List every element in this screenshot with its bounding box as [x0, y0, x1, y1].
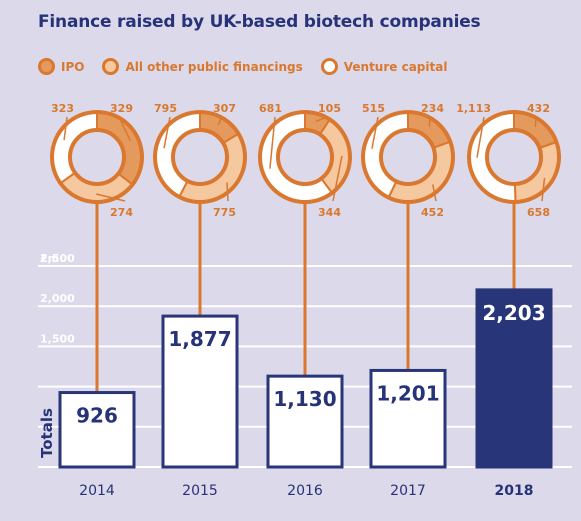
- leader-line: [315, 116, 328, 123]
- donut-value-label-ipo: 432: [527, 102, 550, 115]
- donut-value-label-venture: 795: [154, 102, 177, 115]
- donut-hole: [379, 128, 437, 186]
- donut-value-label-other-public: 274: [110, 206, 133, 219]
- y-tick-label: 1,500: [40, 332, 75, 345]
- leader-line: [63, 116, 68, 141]
- donut-value-label-ipo: 307: [213, 102, 236, 115]
- donut-hole: [68, 128, 126, 186]
- legend-item-venture: Venture capital: [320, 58, 448, 75]
- legend-label-ipo: IPO: [61, 59, 85, 74]
- bar-value-label: 2,203: [482, 301, 545, 325]
- leader-line: [226, 182, 229, 202]
- y-tick-label: 2,000: [40, 292, 75, 305]
- chart-title: Finance raised by UK-based biotech compa…: [38, 12, 481, 32]
- leader-line: [96, 193, 126, 202]
- donut-value-label-ipo: 105: [318, 102, 341, 115]
- y-axis-title: Totals: [38, 408, 56, 458]
- ipo-swatch-icon: [38, 58, 55, 75]
- venture-swatch-icon: [320, 58, 338, 75]
- y-tick-label: 2,500: [40, 252, 75, 265]
- donut-hole: [485, 128, 543, 186]
- x-tick-label: 2016: [287, 483, 323, 499]
- leader-line: [428, 116, 431, 127]
- bar: [475, 288, 553, 469]
- axis: 1,500 2,000 2,500£m Totals 2014 2015 2016 2017 2…: [38, 252, 533, 499]
- donut-outer-ring: [467, 110, 561, 204]
- donut-outer-ring: [361, 110, 455, 204]
- donut-value-label-ipo: 329: [110, 102, 133, 115]
- leader-line: [269, 116, 276, 169]
- bar-value-label: 926: [76, 404, 118, 428]
- bar-value-label: 1,130: [273, 387, 336, 411]
- leader-line: [118, 116, 131, 142]
- donut-value-label-venture: 323: [51, 102, 74, 115]
- leader-line: [163, 116, 171, 149]
- donuts: 329 274 323 307 775 795 105 344 681 234 452 515 432 6…: [50, 102, 561, 219]
- legend-label-venture: Venture capital: [343, 59, 448, 74]
- bar-value-label: 1,201: [376, 381, 439, 405]
- y-unit-label: £m: [40, 252, 59, 265]
- donut-value-label-other-public: 344: [318, 206, 341, 219]
- leader-line: [371, 116, 379, 149]
- donut-outer-ring: [50, 110, 144, 204]
- leader-line: [534, 116, 537, 127]
- donut-2014: 329 274 323: [50, 102, 144, 219]
- donut-2016: 105 344 681: [258, 102, 352, 219]
- legend-item-other-public: All other public financings: [102, 58, 303, 75]
- donut-2015: 307 775 795: [153, 102, 247, 219]
- bars: 926 1,877 1,130 1,201 2,203: [58, 288, 553, 469]
- legend: IPO All other public financings Venture …: [38, 58, 447, 75]
- donut-value-label-other-public: 452: [421, 206, 444, 219]
- x-tick-label: 2017: [390, 483, 426, 499]
- donut-outer-ring: [258, 110, 352, 204]
- other-public-swatch-icon: [102, 58, 120, 75]
- x-tick-label: 2018: [495, 483, 534, 499]
- bar: [266, 374, 344, 469]
- donut-outer-ring: [153, 110, 247, 204]
- donut-2018: 432 658 1,113: [456, 102, 561, 219]
- donut-value-label-venture: 1,113: [456, 102, 491, 115]
- donut-value-label-venture: 681: [259, 102, 282, 115]
- bar-value-label: 1,877: [168, 327, 231, 351]
- donut-hole: [171, 128, 229, 186]
- x-tick-label: 2015: [182, 483, 218, 499]
- leader-line: [476, 116, 485, 158]
- leader-line: [217, 116, 223, 126]
- x-tick-label: 2014: [79, 483, 115, 499]
- donut-2017: 234 452 515: [361, 102, 455, 219]
- leader-line: [332, 155, 343, 202]
- donut-value-label-venture: 515: [362, 102, 385, 115]
- bar: [161, 314, 239, 469]
- legend-item-ipo: IPO: [38, 58, 84, 75]
- donut-value-label-ipo: 234: [421, 102, 444, 115]
- donut-hole: [276, 128, 334, 186]
- leader-line: [432, 184, 437, 202]
- donut-value-label-other-public: 775: [213, 206, 236, 219]
- legend-label-other-public: All other public financings: [125, 59, 303, 74]
- leader-line: [541, 177, 546, 202]
- connectors: [95, 202, 516, 393]
- donut-value-label-other-public: 658: [527, 206, 550, 219]
- bar: [369, 368, 447, 469]
- bar: [58, 391, 136, 469]
